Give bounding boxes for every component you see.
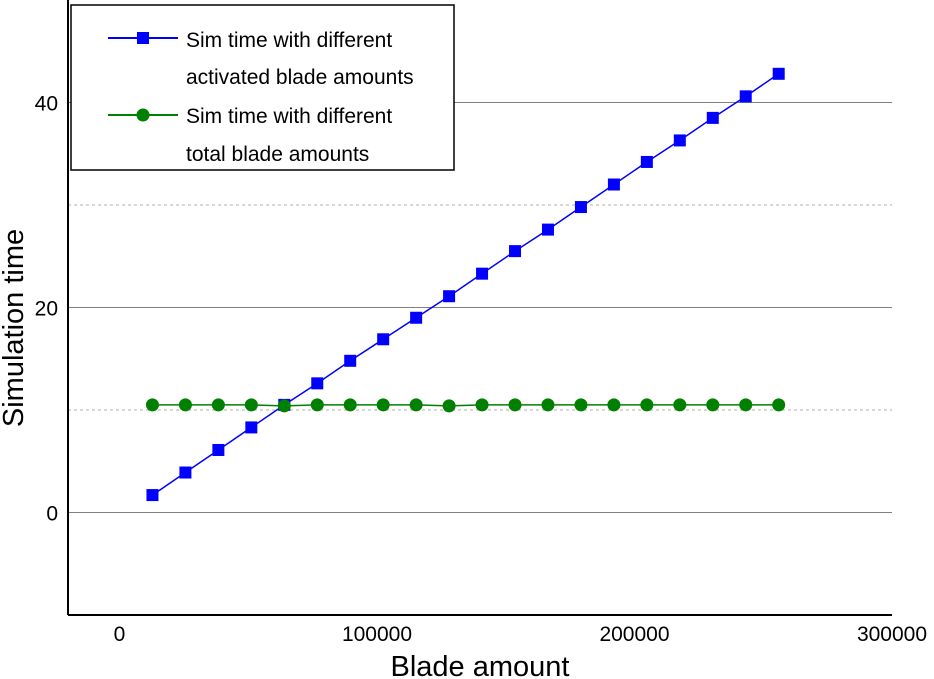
y-tick-label: 20 <box>35 298 58 321</box>
legend-marker-circle <box>136 108 150 122</box>
data-point-circle <box>376 398 390 412</box>
data-point-square <box>311 377 324 390</box>
y-axis-title: Simulation time <box>0 229 30 427</box>
data-point-circle <box>673 398 687 412</box>
legend-label-total-line2: total blade amounts <box>186 143 369 166</box>
x-tick-label: 200000 <box>599 623 669 646</box>
y-tick-labels: 0 20 40 <box>35 93 58 526</box>
data-point-circle <box>310 398 324 412</box>
data-point-circle <box>706 398 720 412</box>
data-point-square <box>212 443 225 456</box>
y-tick-label: 40 <box>35 93 58 116</box>
data-point-square <box>377 333 390 346</box>
axes <box>67 0 892 616</box>
data-point-circle <box>508 398 522 412</box>
x-tick-label: 300000 <box>857 623 927 646</box>
data-point-circle <box>178 398 192 412</box>
data-point-circle <box>541 398 555 412</box>
data-point-square <box>541 223 554 236</box>
data-point-circle <box>277 399 291 413</box>
series-layer <box>145 67 786 502</box>
legend-label-total-line1: Sim time with different <box>186 105 392 128</box>
y-tick-label: 0 <box>46 503 58 526</box>
legend: Sim time with different activated blade … <box>70 4 455 171</box>
data-point-circle <box>475 398 489 412</box>
x-tick-label: 0 <box>114 623 126 646</box>
data-point-square <box>574 201 587 214</box>
data-point-square <box>443 290 456 303</box>
data-point-circle <box>574 398 588 412</box>
data-point-square <box>410 311 423 324</box>
data-point-square <box>640 155 653 168</box>
legend-label-activated-line1: Sim time with different <box>186 29 392 52</box>
x-tick-label: 100000 <box>342 623 412 646</box>
data-point-circle <box>145 398 159 412</box>
data-point-circle <box>640 398 654 412</box>
data-point-square <box>772 67 785 80</box>
data-point-circle <box>772 398 786 412</box>
legend-label-activated-line2: activated blade amounts <box>186 66 414 89</box>
data-point-circle <box>607 398 621 412</box>
data-point-square <box>179 466 192 479</box>
series-2 <box>145 398 786 413</box>
data-point-square <box>706 111 719 124</box>
data-point-circle <box>739 398 753 412</box>
data-point-circle <box>211 398 225 412</box>
data-point-square <box>673 134 686 147</box>
data-point-square <box>509 245 522 258</box>
x-tick-labels: 0 100000 200000 300000 <box>114 623 927 646</box>
data-point-circle <box>343 398 357 412</box>
legend-box <box>70 4 455 171</box>
data-point-square <box>344 354 357 367</box>
data-point-square <box>739 90 752 103</box>
data-point-square <box>245 421 258 434</box>
x-axis-title: Blade amount <box>391 651 570 679</box>
data-point-circle <box>244 398 258 412</box>
data-point-circle <box>409 398 423 412</box>
data-point-square <box>607 178 620 191</box>
data-point-circle <box>442 399 456 413</box>
data-point-square <box>476 267 489 280</box>
data-point-square <box>146 489 159 502</box>
legend-marker-square <box>137 32 149 44</box>
